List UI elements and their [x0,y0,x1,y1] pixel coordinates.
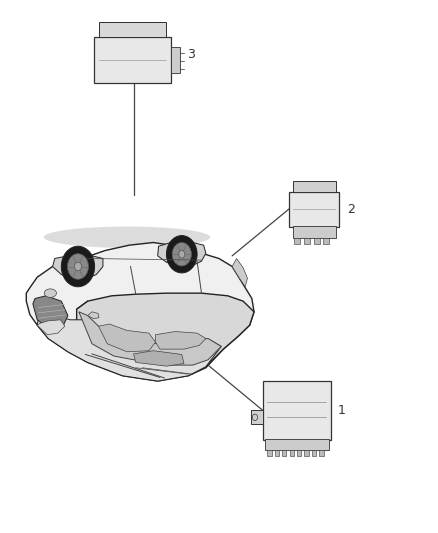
Bar [323,238,329,244]
Polygon shape [79,312,221,365]
Bar [171,47,180,73]
FancyBboxPatch shape [289,192,339,227]
Polygon shape [37,320,65,335]
Ellipse shape [44,289,57,297]
Bar [275,450,279,456]
Bar [304,450,309,456]
Text: 2: 2 [347,203,355,216]
Polygon shape [26,243,254,381]
Text: 3: 3 [187,48,195,61]
Bar [267,450,272,456]
Polygon shape [99,324,155,352]
Polygon shape [158,243,206,265]
Polygon shape [88,312,99,319]
Circle shape [74,262,81,271]
Text: 1: 1 [338,404,346,417]
Bar [312,450,316,456]
Polygon shape [37,312,221,381]
Bar [304,238,310,244]
FancyBboxPatch shape [94,37,171,83]
Bar [319,450,324,456]
Circle shape [172,243,191,266]
Circle shape [61,246,95,287]
Polygon shape [251,410,263,424]
FancyBboxPatch shape [263,381,331,440]
FancyBboxPatch shape [99,22,166,37]
Circle shape [179,251,185,258]
Polygon shape [134,351,184,366]
Bar [265,439,328,450]
Bar [297,450,301,456]
FancyBboxPatch shape [293,181,336,192]
Bar [290,450,294,456]
Polygon shape [33,296,68,328]
Ellipse shape [44,227,210,248]
Bar [314,238,320,244]
Polygon shape [155,332,206,349]
Polygon shape [77,293,254,373]
Polygon shape [232,259,247,287]
Bar [294,238,300,244]
Polygon shape [53,256,103,278]
Circle shape [67,254,88,279]
Bar [293,226,336,238]
Bar [282,450,286,456]
Circle shape [166,236,197,273]
